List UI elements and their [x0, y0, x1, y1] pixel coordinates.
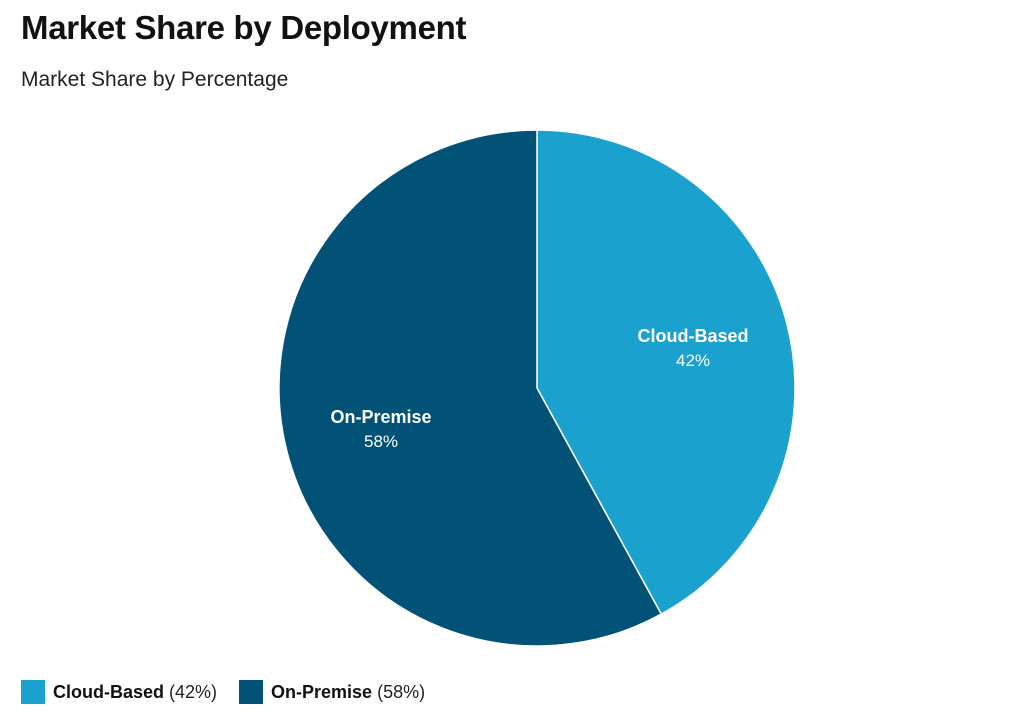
- slice-label-name-on-premise: On-Premise: [330, 407, 431, 427]
- chart-legend: Cloud-Based (42%) On-Premise (58%): [21, 680, 447, 704]
- pie-slice-cloud-based: [536, 129, 796, 616]
- legend-item-on-premise: On-Premise (58%): [239, 680, 425, 704]
- pie-slice-on-premise: [278, 129, 663, 647]
- legend-item-cloud-based: Cloud-Based (42%): [21, 680, 217, 704]
- chart-title: Market Share by Deployment: [21, 9, 467, 46]
- slice-label-pct-cloud-based: 42%: [676, 351, 710, 370]
- legend-label-on-premise: On-Premise: [271, 681, 373, 702]
- legend-swatch-cloud-based: [21, 680, 45, 704]
- slice-label-pct-on-premise: 58%: [364, 432, 398, 451]
- legend-pct-cloud-based: (42%): [169, 681, 218, 702]
- pie-slices: [278, 129, 796, 647]
- legend-label-cloud-based: Cloud-Based: [53, 681, 165, 702]
- slice-label-name-cloud-based: Cloud-Based: [637, 326, 748, 346]
- legend-swatch-on-premise: [239, 680, 264, 704]
- chart-subtitle: Market Share by Percentage: [21, 68, 289, 91]
- legend-pct-on-premise: (58%): [377, 681, 426, 702]
- pie-labels: Cloud-Based 42% On-Premise 58%: [330, 326, 748, 451]
